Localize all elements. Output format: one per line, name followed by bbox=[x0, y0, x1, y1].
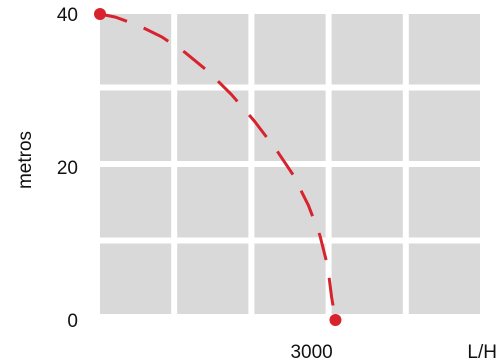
grid-cell bbox=[408, 14, 480, 85]
grid-cell bbox=[177, 14, 249, 85]
y-axis-label: metros bbox=[15, 131, 36, 189]
grid-cell bbox=[254, 14, 326, 85]
x-tick-label: 3000 bbox=[290, 342, 332, 363]
y-tick-label: 40 bbox=[57, 5, 78, 26]
x-tick-labels: 3000 bbox=[290, 342, 332, 363]
grid-cell bbox=[331, 14, 403, 85]
grid-cell bbox=[331, 243, 403, 314]
grid-cell bbox=[331, 90, 403, 161]
grid-cell bbox=[408, 90, 480, 161]
grid-cell bbox=[177, 90, 249, 161]
grid-cell bbox=[254, 167, 326, 238]
grid-cell bbox=[408, 167, 480, 238]
grid-cell bbox=[100, 167, 172, 238]
grid-cell bbox=[100, 14, 172, 85]
grid-cell bbox=[254, 90, 326, 161]
plot-background bbox=[100, 14, 480, 314]
grid-cell bbox=[177, 167, 249, 238]
data-point-marker bbox=[94, 8, 106, 20]
grid-cell bbox=[408, 243, 480, 314]
grid-cell bbox=[100, 243, 172, 314]
grid-cell bbox=[177, 243, 249, 314]
y-tick-labels: 0 20 40 bbox=[57, 5, 78, 332]
grid-cell bbox=[254, 243, 326, 314]
grid-cell bbox=[100, 90, 172, 161]
y-tick-label: 0 bbox=[67, 311, 78, 332]
x-axis-label: L/H bbox=[467, 342, 497, 363]
grid-cell bbox=[331, 167, 403, 238]
series-group bbox=[94, 8, 342, 326]
data-point-marker bbox=[329, 314, 342, 326]
y-tick-label: 20 bbox=[57, 158, 78, 179]
series-line bbox=[99, 12, 337, 321]
